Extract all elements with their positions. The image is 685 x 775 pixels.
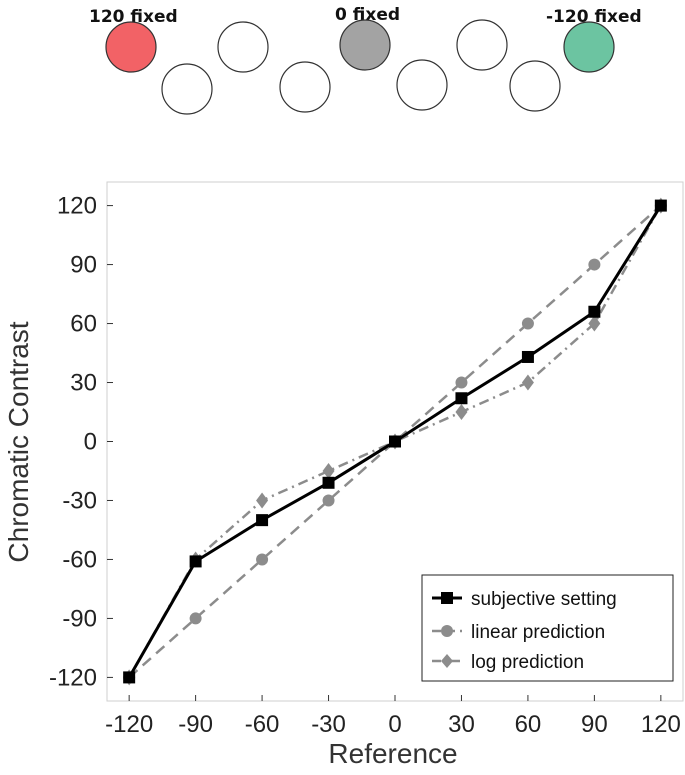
red-reference-circle bbox=[105, 21, 157, 73]
legend-entry-log: log prediction bbox=[432, 652, 584, 673]
chart: -120 -90 -60 -30 0 30 60 90 120 -120 -90 -60 -30 0 30… bbox=[3, 181, 684, 769]
white-circle-1 bbox=[161, 63, 213, 115]
x-axis-title: Reference bbox=[328, 738, 457, 769]
y-tick-label: 0 bbox=[84, 429, 97, 456]
legend-label-subjective: subjective setting bbox=[471, 589, 617, 610]
white-circle-4 bbox=[396, 59, 448, 111]
y-axis-ticks: -120 -90 -60 -30 0 30 60 90 120 bbox=[49, 193, 113, 691]
data-point-subjective bbox=[389, 435, 401, 448]
white-circle-3 bbox=[279, 61, 331, 113]
y-axis-title: Chromatic Contrast bbox=[3, 321, 34, 562]
green-reference-circle bbox=[563, 21, 615, 73]
data-point-linear bbox=[189, 612, 202, 625]
series-line-log bbox=[128, 204, 662, 679]
stimulus-illustration: 120 fixed 0 fixed -120 fixed bbox=[89, 5, 642, 115]
data-point-subjective bbox=[521, 350, 534, 363]
legend: subjective setting linear prediction log… bbox=[421, 574, 674, 682]
y-tick-label: -90 bbox=[62, 605, 97, 632]
x-axis-ticks: -120 -90 -60 -30 0 30 60 90 120 bbox=[105, 695, 681, 738]
x-tick-label: -30 bbox=[311, 711, 346, 738]
x-tick-label: 60 bbox=[515, 711, 542, 738]
data-point-log bbox=[588, 315, 601, 332]
y-tick-label: -30 bbox=[62, 487, 97, 514]
label-120-fixed: 120 fixed bbox=[89, 7, 178, 27]
x-tick-label: -60 bbox=[245, 711, 280, 738]
data-point-subjective bbox=[588, 305, 601, 318]
data-point-subjective bbox=[322, 476, 335, 489]
data-point-linear bbox=[322, 494, 335, 507]
data-point-subjective bbox=[189, 555, 202, 568]
legend-entry-subjective: subjective setting bbox=[432, 589, 617, 610]
data-point-subjective bbox=[256, 514, 269, 527]
label-0-fixed: 0 fixed bbox=[335, 5, 400, 25]
x-tick-label: 0 bbox=[388, 711, 401, 738]
x-tick-label: 90 bbox=[581, 711, 608, 738]
data-point-subjective bbox=[455, 392, 468, 405]
legend-marker-log bbox=[441, 654, 453, 668]
data-point-linear bbox=[455, 376, 468, 389]
legend-marker-linear bbox=[441, 625, 453, 637]
data-point-log bbox=[322, 462, 335, 479]
data-point-linear bbox=[256, 553, 269, 566]
data-point-log bbox=[455, 404, 468, 421]
data-point-log bbox=[521, 374, 534, 391]
data-point-linear bbox=[588, 258, 601, 271]
x-tick-label: -120 bbox=[105, 711, 153, 738]
y-tick-label: 90 bbox=[70, 252, 97, 279]
y-tick-label: -120 bbox=[49, 664, 97, 691]
legend-box bbox=[421, 574, 674, 682]
x-tick-label: 120 bbox=[641, 711, 681, 738]
white-circle-2 bbox=[217, 21, 269, 73]
legend-label-log: log prediction bbox=[471, 652, 584, 673]
legend-label-linear: linear prediction bbox=[471, 622, 605, 643]
y-tick-label: 60 bbox=[70, 311, 97, 338]
data-point-linear bbox=[521, 317, 534, 330]
white-circle-6 bbox=[509, 60, 561, 112]
y-tick-label: -60 bbox=[62, 546, 97, 573]
legend-marker-subjective bbox=[441, 592, 453, 604]
data-point-log bbox=[256, 492, 269, 509]
series-line-linear bbox=[128, 204, 662, 679]
y-tick-label: 30 bbox=[70, 370, 97, 397]
legend-entry-linear: linear prediction bbox=[432, 622, 605, 643]
series-layer bbox=[123, 197, 667, 686]
label-neg120-fixed: -120 fixed bbox=[546, 7, 642, 27]
y-tick-label: 120 bbox=[57, 193, 97, 220]
white-circle-5 bbox=[456, 19, 508, 71]
x-tick-label: 30 bbox=[448, 711, 475, 738]
data-point-subjective bbox=[654, 199, 667, 212]
gray-reference-circle bbox=[339, 19, 391, 71]
data-point-subjective bbox=[123, 671, 136, 684]
x-tick-label: -90 bbox=[178, 711, 213, 738]
